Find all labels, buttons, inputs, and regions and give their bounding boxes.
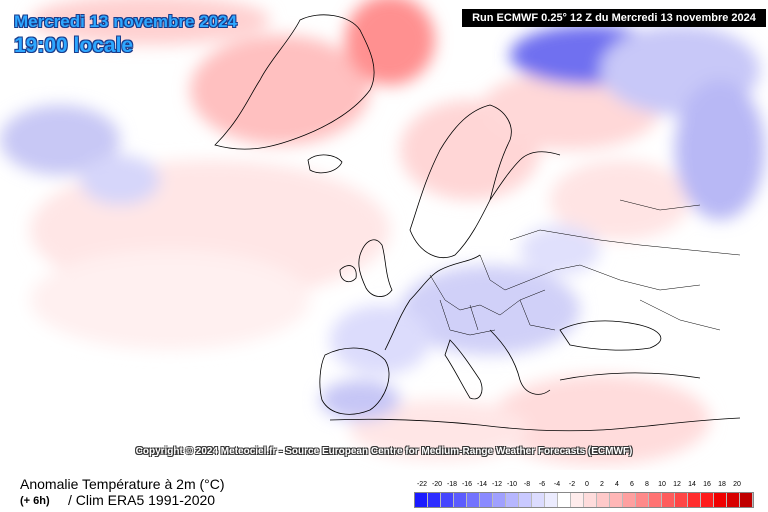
color-scale-tick-label: 16 xyxy=(703,481,711,488)
color-scale-tick-label: 4 xyxy=(615,481,619,488)
color-scale-cell xyxy=(636,493,649,507)
color-scale-cell xyxy=(532,493,545,507)
color-scale-tick-label: -22 xyxy=(416,481,428,488)
color-scale-tick-label: -14 xyxy=(476,481,488,488)
color-scale-cell xyxy=(727,493,740,507)
color-scale-cell xyxy=(415,493,428,507)
color-scale-tick-label: -16 xyxy=(461,481,473,488)
color-scale-cell xyxy=(454,493,467,507)
color-scale-tick-label: -10 xyxy=(506,481,518,488)
color-scale-labels: -22 -20 -18 -16 -14 -12 -10 -8 -6 -4 -2 0 2 4 6 8 10 12 14… xyxy=(414,481,750,491)
color-scale-cell xyxy=(649,493,662,507)
color-scale-tick-label: -6 xyxy=(538,481,546,488)
color-scale-tick-label: 0 xyxy=(585,481,589,488)
coastlines xyxy=(214,14,741,432)
color-scale-tick-label: 12 xyxy=(673,481,681,488)
country-borders xyxy=(429,199,741,336)
color-scale-cell xyxy=(740,493,753,507)
copyright-notice: Copyright © 2024 Meteociel.fr - Source E… xyxy=(135,446,633,457)
color-scale-cell xyxy=(688,493,701,507)
color-scale-cell xyxy=(584,493,597,507)
color-scale-tick-label: 6 xyxy=(630,481,634,488)
color-scale-tick-label: 14 xyxy=(688,481,696,488)
color-scale-tick-label: 20 xyxy=(733,481,741,488)
color-scale-tick-label: -12 xyxy=(491,481,503,488)
color-scale-cell xyxy=(623,493,636,507)
color-scale-tick-label: -18 xyxy=(446,481,458,488)
color-scale-tick-label: -2 xyxy=(568,481,576,488)
color-scale-cell xyxy=(441,493,454,507)
color-scale-cell xyxy=(662,493,675,507)
color-scale-cell xyxy=(506,493,519,507)
forecast-date: Mercredi 13 novembre 2024 xyxy=(14,12,238,31)
model-run-info: Run ECMWF 0.25° 12 Z du Mercredi 13 nove… xyxy=(462,9,766,27)
color-scale-tick-label: 10 xyxy=(658,481,666,488)
climatology-reference: / Clim ERA5 1991-2020 xyxy=(68,492,216,508)
color-scale-tick-label: -20 xyxy=(431,481,443,488)
color-scale-bar xyxy=(414,492,754,508)
color-scale-cell xyxy=(519,493,532,507)
color-scale-cell xyxy=(701,493,714,507)
color-scale-tick-label: -8 xyxy=(523,481,531,488)
color-scale: -22 -20 -18 -16 -14 -12 -10 -8 -6 -4 -2 0 2 4 6 8 10 12 14… xyxy=(414,481,754,508)
color-scale-tick-label: 8 xyxy=(645,481,649,488)
color-scale-cell xyxy=(428,493,441,507)
color-scale-cell xyxy=(480,493,493,507)
color-scale-tick-label: 18 xyxy=(718,481,726,488)
temperature-anomaly-map xyxy=(0,0,765,465)
forecast-offset: (+ 6h) xyxy=(20,495,50,507)
color-scale-cell xyxy=(467,493,480,507)
color-scale-tick-label: 2 xyxy=(600,481,604,488)
color-scale-cell xyxy=(714,493,727,507)
color-scale-cell xyxy=(610,493,623,507)
color-scale-cell xyxy=(493,493,506,507)
anomaly-field xyxy=(0,0,765,465)
color-scale-cell xyxy=(597,493,610,507)
color-scale-cell xyxy=(545,493,558,507)
forecast-time: 19:00 locale xyxy=(14,34,134,57)
legend-title: Anomalie Température à 2m (°C) xyxy=(20,476,225,492)
color-scale-cell xyxy=(675,493,688,507)
color-scale-tick-label: -4 xyxy=(553,481,561,488)
color-scale-cell xyxy=(558,493,571,507)
color-scale-cell xyxy=(571,493,584,507)
